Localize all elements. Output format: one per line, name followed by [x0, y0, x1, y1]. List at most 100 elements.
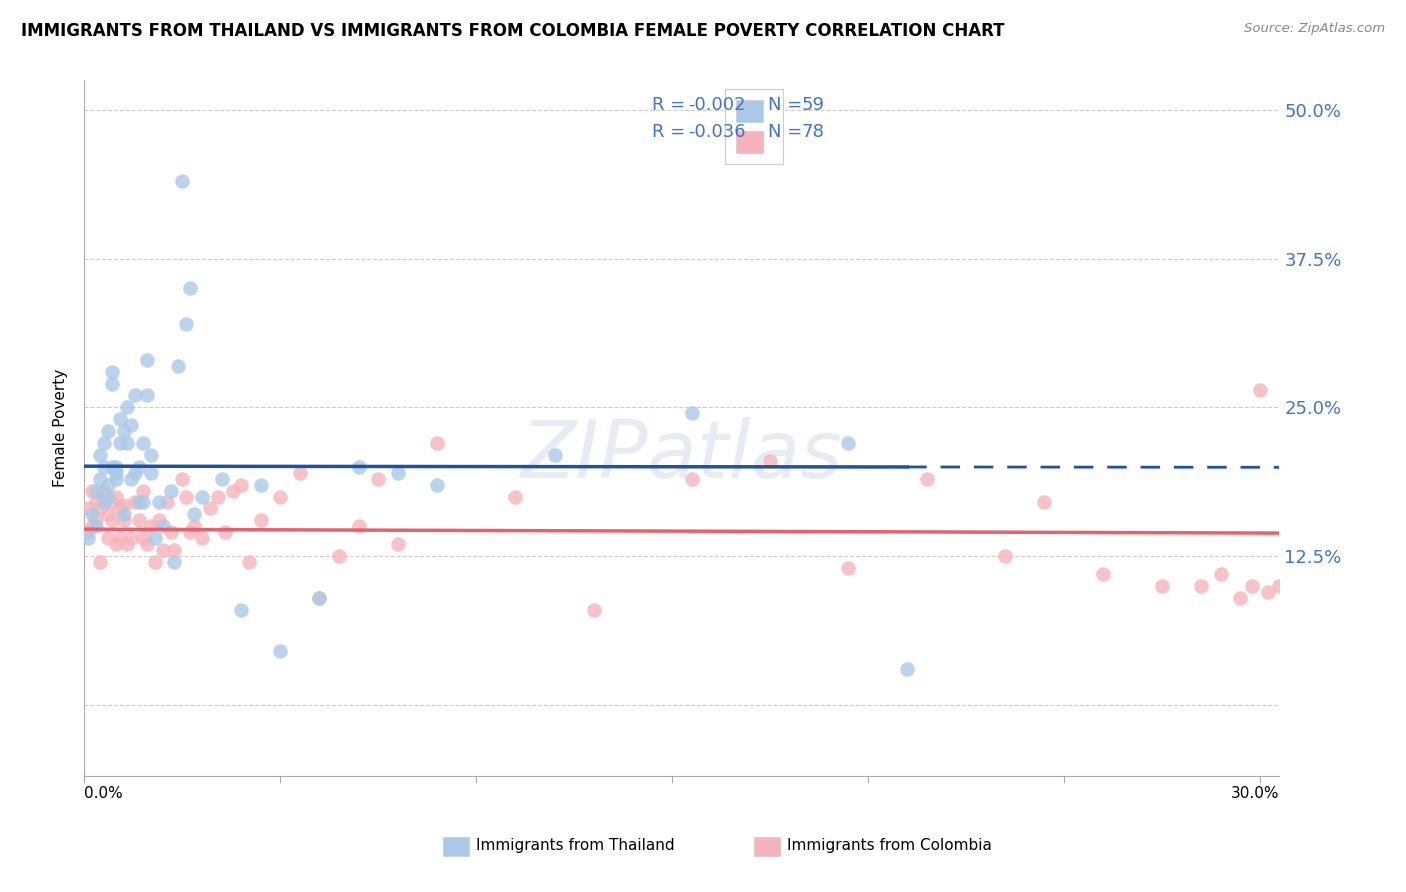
Point — [112, 498, 135, 512]
Point — [89, 472, 111, 486]
Text: Immigrants from Thailand: Immigrants from Thailand — [477, 838, 675, 853]
Point — [1249, 383, 1271, 397]
Point — [426, 477, 449, 491]
Y-axis label: Female Poverty: Female Poverty — [53, 369, 69, 487]
Point — [915, 472, 938, 486]
Point — [229, 602, 252, 616]
Point — [82, 483, 104, 498]
Text: Source: ZipAtlas.com: Source: ZipAtlas.com — [1244, 22, 1385, 36]
Point — [97, 477, 120, 491]
Point — [1288, 584, 1310, 599]
Point — [1189, 579, 1212, 593]
Point — [89, 501, 111, 516]
Point — [97, 531, 120, 545]
Point — [108, 501, 131, 516]
Point — [328, 549, 350, 563]
Point — [139, 466, 162, 480]
Point — [97, 508, 120, 522]
Point — [191, 531, 214, 545]
Point — [211, 472, 233, 486]
Text: ZIPatlas: ZIPatlas — [520, 417, 844, 495]
Point — [101, 376, 124, 391]
Point — [124, 495, 146, 509]
Point — [387, 537, 409, 551]
Bar — [443, 837, 470, 856]
Point — [77, 501, 100, 516]
Point — [139, 448, 162, 462]
Text: -0.036: -0.036 — [688, 123, 745, 142]
Point — [159, 525, 181, 540]
Text: -0.002: -0.002 — [688, 95, 745, 113]
Point — [269, 490, 291, 504]
Point — [148, 495, 170, 509]
Text: N =: N = — [768, 123, 808, 142]
Point — [387, 466, 409, 480]
Legend: , : , — [724, 89, 783, 164]
Point — [222, 483, 245, 498]
Point — [681, 406, 703, 420]
Point — [117, 401, 139, 415]
Point — [93, 436, 115, 450]
Point — [426, 436, 449, 450]
Point — [1268, 579, 1291, 593]
Point — [269, 644, 291, 658]
Point — [124, 388, 146, 402]
Point — [93, 459, 115, 474]
Point — [174, 317, 197, 331]
Point — [124, 466, 146, 480]
Point — [1367, 591, 1389, 605]
Point — [198, 501, 221, 516]
Point — [543, 448, 565, 462]
Point — [136, 352, 159, 367]
Point — [93, 495, 115, 509]
Point — [249, 513, 271, 527]
Point — [112, 508, 135, 522]
Point — [1386, 591, 1406, 605]
Point — [128, 459, 150, 474]
Point — [367, 472, 389, 486]
Point — [97, 424, 120, 438]
Point — [152, 519, 174, 533]
Point — [108, 436, 131, 450]
Point — [132, 495, 155, 509]
Point — [1347, 584, 1369, 599]
Point — [101, 495, 124, 509]
Point — [681, 472, 703, 486]
Point — [505, 490, 527, 504]
Point — [120, 472, 142, 486]
Point — [104, 472, 127, 486]
Point — [582, 602, 605, 616]
Point — [120, 418, 142, 433]
Point — [101, 459, 124, 474]
Point — [128, 513, 150, 527]
Point — [132, 436, 155, 450]
Point — [152, 543, 174, 558]
Point — [89, 555, 111, 569]
Point — [84, 519, 107, 533]
Point — [308, 591, 330, 605]
Point — [1279, 566, 1302, 581]
Point — [347, 459, 370, 474]
Point — [207, 490, 229, 504]
Point — [117, 436, 139, 450]
Point — [1229, 591, 1251, 605]
Text: R =: R = — [652, 95, 690, 113]
Point — [896, 662, 918, 676]
Point — [238, 555, 260, 569]
Point — [172, 174, 194, 188]
Point — [837, 436, 859, 450]
Point — [112, 424, 135, 438]
Point — [191, 490, 214, 504]
Point — [93, 483, 115, 498]
Point — [837, 561, 859, 575]
Point — [759, 454, 782, 468]
Point — [82, 508, 104, 522]
Text: N =: N = — [768, 95, 808, 113]
Point — [156, 495, 179, 509]
Point — [101, 513, 124, 527]
Text: Immigrants from Colombia: Immigrants from Colombia — [787, 838, 993, 853]
Point — [179, 281, 201, 295]
Point — [214, 525, 236, 540]
Point — [136, 537, 159, 551]
Point — [288, 466, 311, 480]
